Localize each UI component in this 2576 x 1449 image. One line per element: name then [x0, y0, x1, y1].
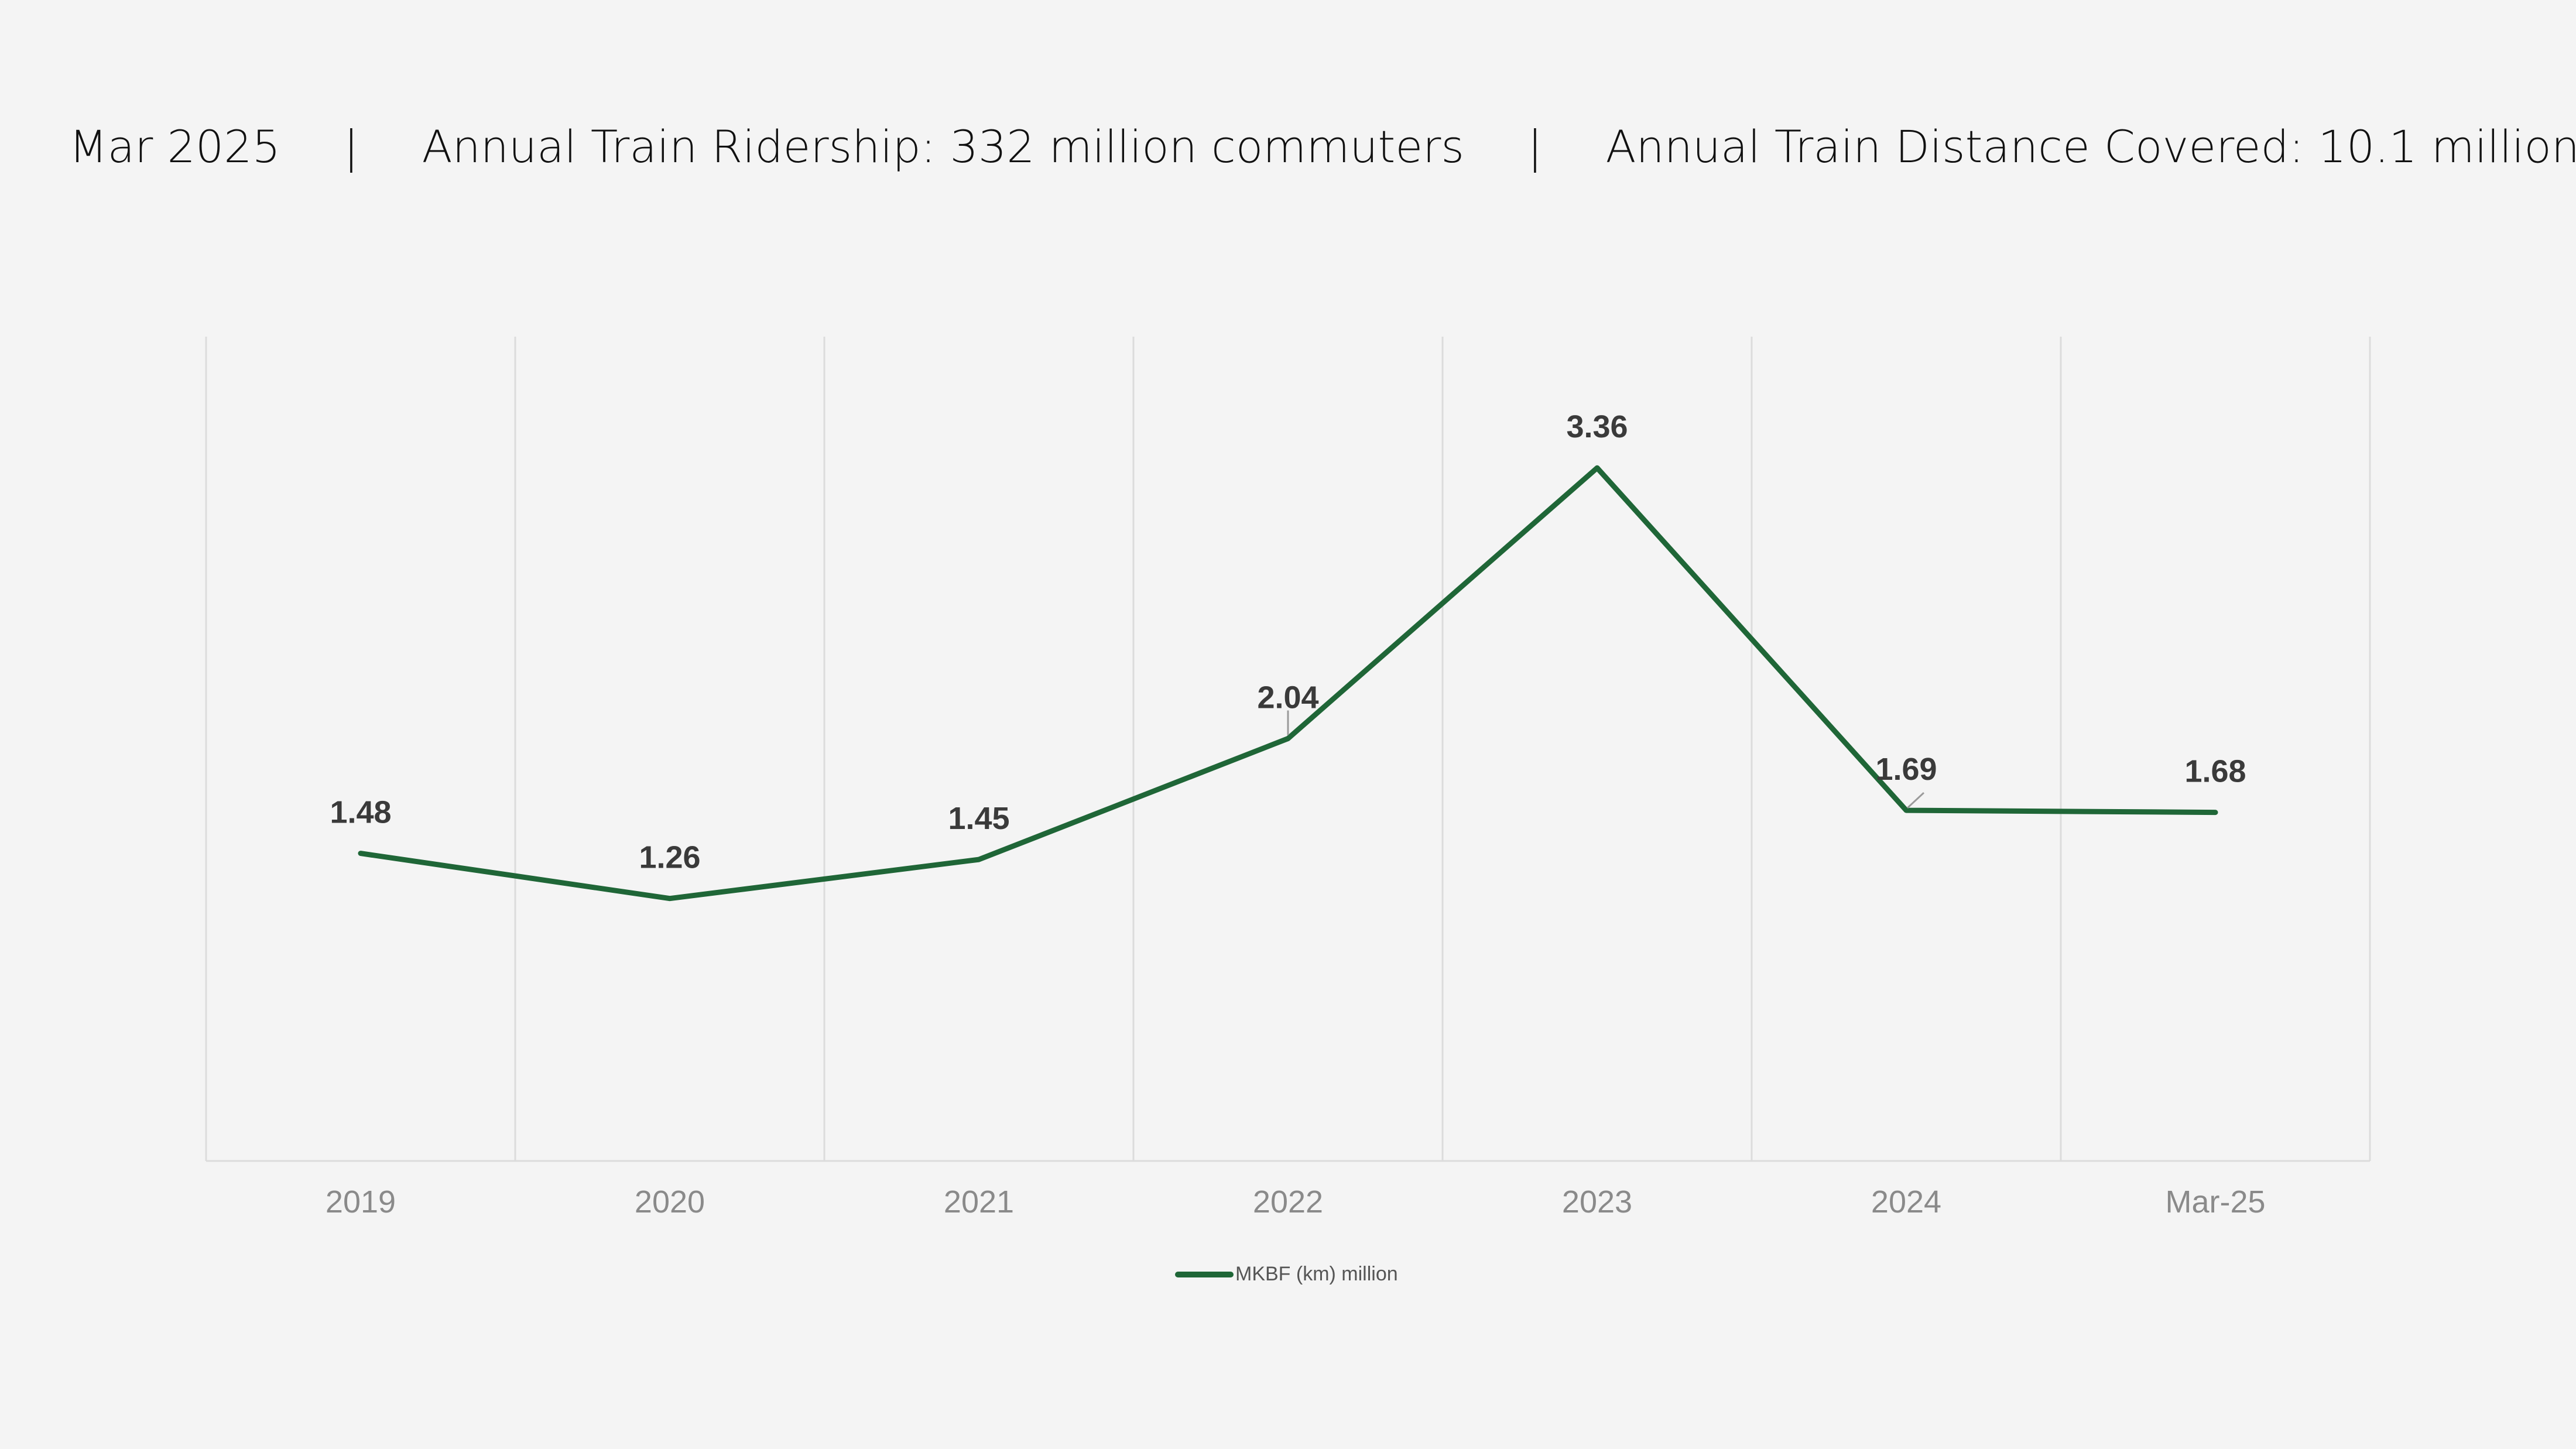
data-point [667, 896, 672, 901]
x-tick-label: 2023 [1562, 1184, 1632, 1220]
x-tick-label: 2021 [944, 1184, 1014, 1220]
x-tick-label: 2020 [635, 1184, 705, 1220]
data-label: 1.45 [948, 801, 1009, 836]
legend-label: MKBF (km) million [1235, 1263, 1398, 1285]
data-label: 3.36 [1566, 409, 1628, 444]
period-label: Mar 2025 [69, 120, 280, 173]
data-label: 1.48 [330, 795, 391, 830]
data-point [2213, 810, 2218, 815]
data-point [1286, 736, 1290, 741]
distance-label: Annual Train Distance Covered: 10.1 mill… [1605, 120, 2576, 173]
x-tick-label: Mar-25 [2165, 1184, 2265, 1220]
ridership-label: Annual Train Ridership: 332 million comm… [422, 120, 1464, 173]
separator-2: | [1527, 120, 1543, 173]
leader-line [1906, 792, 1925, 809]
x-tick-label: 2019 [326, 1184, 396, 1220]
data-label: 1.26 [639, 840, 700, 875]
data-label: 2.04 [1257, 680, 1318, 715]
data-point [1595, 465, 1599, 471]
x-tick-label: 2022 [1253, 1184, 1323, 1220]
data-point [358, 851, 363, 856]
summary-header: Mar 2025 | Annual Train Ridership: 332 m… [69, 111, 2576, 181]
data-label: 1.69 [1875, 752, 1937, 787]
data-label: 1.68 [2184, 754, 2246, 789]
x-tick-label: 2024 [1871, 1184, 1941, 1220]
separator-1: | [343, 120, 359, 173]
data-point [977, 857, 981, 862]
data-point [1904, 808, 1909, 813]
